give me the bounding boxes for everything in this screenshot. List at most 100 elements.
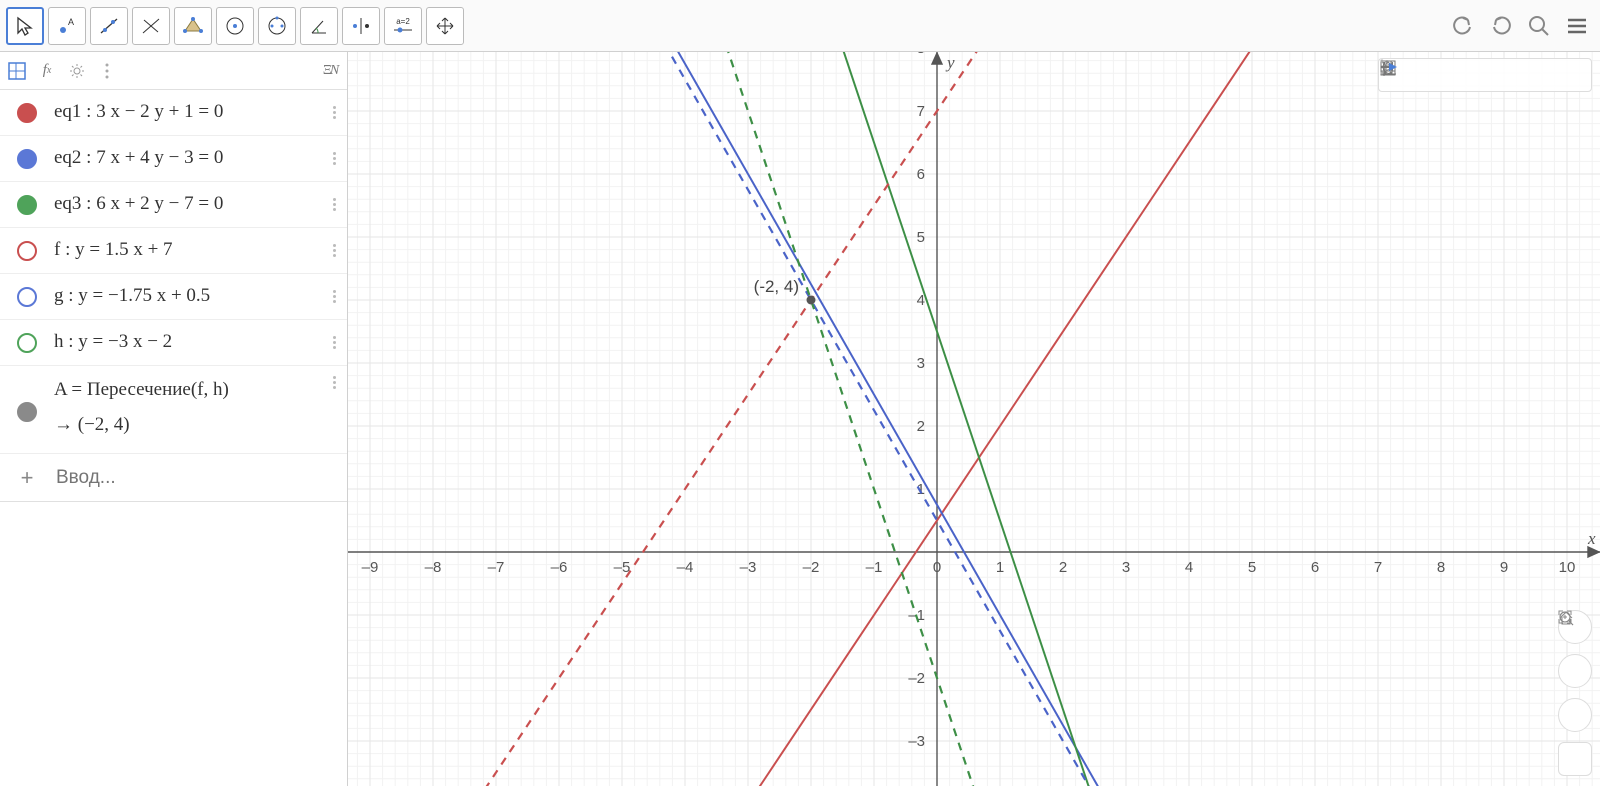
settings-graph-icon[interactable]: [1501, 61, 1529, 89]
item-menu[interactable]: [325, 106, 343, 119]
fullscreen[interactable]: [1558, 742, 1592, 776]
point-icon: A: [56, 15, 78, 37]
redo-icon: [1488, 13, 1514, 39]
angle-tool[interactable]: [300, 7, 338, 45]
graphics-view[interactable]: –9–8–7–6–5–4–3–2–1012345678910–3–2–11234…: [348, 52, 1600, 786]
redo-button[interactable]: [1484, 9, 1518, 43]
svg-text:7: 7: [917, 103, 925, 120]
color-dot: [17, 149, 37, 169]
line-tool[interactable]: [90, 7, 128, 45]
color-dot: [17, 402, 37, 422]
color-dot: [17, 287, 37, 307]
svg-text:–4: –4: [677, 559, 694, 576]
item-menu[interactable]: [325, 336, 343, 349]
undo-icon: [1450, 13, 1476, 39]
polygon-tool[interactable]: [174, 7, 212, 45]
svg-text:7: 7: [1374, 559, 1382, 576]
perpendicular-icon: [140, 15, 162, 37]
algebra-input[interactable]: [54, 466, 347, 490]
svg-text:4: 4: [1185, 559, 1193, 576]
svg-text:0: 0: [933, 559, 941, 576]
grid-toggle[interactable]: [1411, 61, 1439, 89]
algebra-item-0[interactable]: eq1 : 3 x − 2 y + 1 = 0: [0, 90, 347, 136]
item-menu[interactable]: [325, 244, 343, 257]
ellipse-tool[interactable]: [258, 7, 296, 45]
sort-icon[interactable]: ΞN: [319, 60, 341, 82]
algebra-item-1[interactable]: eq2 : 7 x + 4 y − 3 = 0: [0, 136, 347, 182]
algebra-view: fx ΞN eq1 : 3 x − 2 y + 1 = 0 eq2 : 7 x +…: [0, 52, 348, 786]
visibility-toggle[interactable]: [0, 234, 54, 267]
svg-text:5: 5: [917, 229, 925, 246]
hamburger-icon: [1564, 13, 1590, 39]
algebra-expression: g : y = −1.75 x + 0.5: [54, 282, 325, 311]
algebra-toggle-icon[interactable]: [6, 60, 28, 82]
algebra-expression: eq1 : 3 x − 2 y + 1 = 0: [54, 98, 325, 127]
item-menu[interactable]: [325, 198, 343, 211]
visibility-toggle[interactable]: [0, 188, 54, 221]
visibility-toggle[interactable]: [0, 96, 54, 129]
snap-icon[interactable]: [1471, 61, 1499, 89]
svg-text:–3: –3: [740, 559, 757, 576]
nav-pad: [1558, 610, 1592, 776]
algebra-item-6[interactable]: A = Пересечение(f, h)→ (−2, 4): [0, 366, 347, 454]
color-dot: [17, 241, 37, 261]
algebra-list: eq1 : 3 x − 2 y + 1 = 0 eq2 : 7 x + 4 y −…: [0, 90, 347, 454]
point-A[interactable]: [807, 296, 816, 305]
move-tool[interactable]: [6, 7, 44, 45]
fx-icon[interactable]: fx: [36, 60, 58, 82]
svg-text:5: 5: [1248, 559, 1256, 576]
svg-text:A: A: [68, 17, 74, 27]
svg-text:3: 3: [917, 355, 925, 372]
svg-text:–6: –6: [551, 559, 568, 576]
angle-icon: [308, 15, 330, 37]
circle-center-icon: [224, 15, 246, 37]
visibility-toggle[interactable]: [0, 376, 54, 447]
circle-tool[interactable]: [216, 7, 254, 45]
svg-text:2: 2: [917, 418, 925, 435]
visibility-toggle[interactable]: [0, 280, 54, 313]
kebab-header[interactable]: [96, 60, 118, 82]
main-area: fx ΞN eq1 : 3 x − 2 y + 1 = 0 eq2 : 7 x +…: [0, 52, 1600, 786]
svg-text:9: 9: [1500, 559, 1508, 576]
move-view-tool[interactable]: [426, 7, 464, 45]
visibility-toggle[interactable]: [0, 142, 54, 175]
algebra-item-5[interactable]: h : y = −3 x − 2: [0, 320, 347, 366]
svg-text:y: y: [945, 53, 955, 72]
extra-icon[interactable]: [1561, 61, 1589, 89]
toolbar-right: [1446, 9, 1594, 43]
reflect-tool[interactable]: [342, 7, 380, 45]
point-label-A: (-2, 4): [754, 277, 799, 296]
toolbar-left: A a=2: [6, 7, 464, 45]
perpendicular-tool[interactable]: [132, 7, 170, 45]
svg-text:–1: –1: [866, 559, 883, 576]
zoom-out[interactable]: [1558, 698, 1592, 732]
settings-icon[interactable]: [66, 60, 88, 82]
item-menu[interactable]: [325, 152, 343, 165]
algebra-expression: eq2 : 7 x + 4 y − 3 = 0: [54, 144, 325, 173]
algebra-header: fx ΞN: [0, 52, 347, 90]
svg-text:–2: –2: [803, 559, 820, 576]
line-icon: [98, 15, 120, 37]
menu-button[interactable]: [1560, 9, 1594, 43]
item-menu[interactable]: [325, 290, 343, 303]
algebra-item-4[interactable]: g : y = −1.75 x + 0.5: [0, 274, 347, 320]
svg-text:–7: –7: [488, 559, 505, 576]
top-toolbar: A a=2: [0, 0, 1600, 52]
kebab-graph[interactable]: [1531, 61, 1559, 89]
move-view-icon: [434, 15, 456, 37]
svg-text:8: 8: [917, 52, 925, 57]
visibility-toggle[interactable]: [0, 326, 54, 359]
home-icon[interactable]: [1441, 61, 1469, 89]
gear-icon: [69, 63, 85, 79]
algebra-item-3[interactable]: f : y = 1.5 x + 7: [0, 228, 347, 274]
zoom-in[interactable]: [1558, 654, 1592, 688]
point-tool[interactable]: A: [48, 7, 86, 45]
algebra-expression: h : y = −3 x − 2: [54, 328, 325, 357]
algebra-item-2[interactable]: eq3 : 6 x + 2 y − 7 = 0: [0, 182, 347, 228]
undo-button[interactable]: [1446, 9, 1480, 43]
slider-tool[interactable]: a=2: [384, 7, 422, 45]
add-icon[interactable]: +: [0, 465, 54, 491]
item-menu[interactable]: [325, 376, 343, 389]
search-button[interactable]: [1522, 9, 1556, 43]
svg-text:10: 10: [1559, 559, 1576, 576]
